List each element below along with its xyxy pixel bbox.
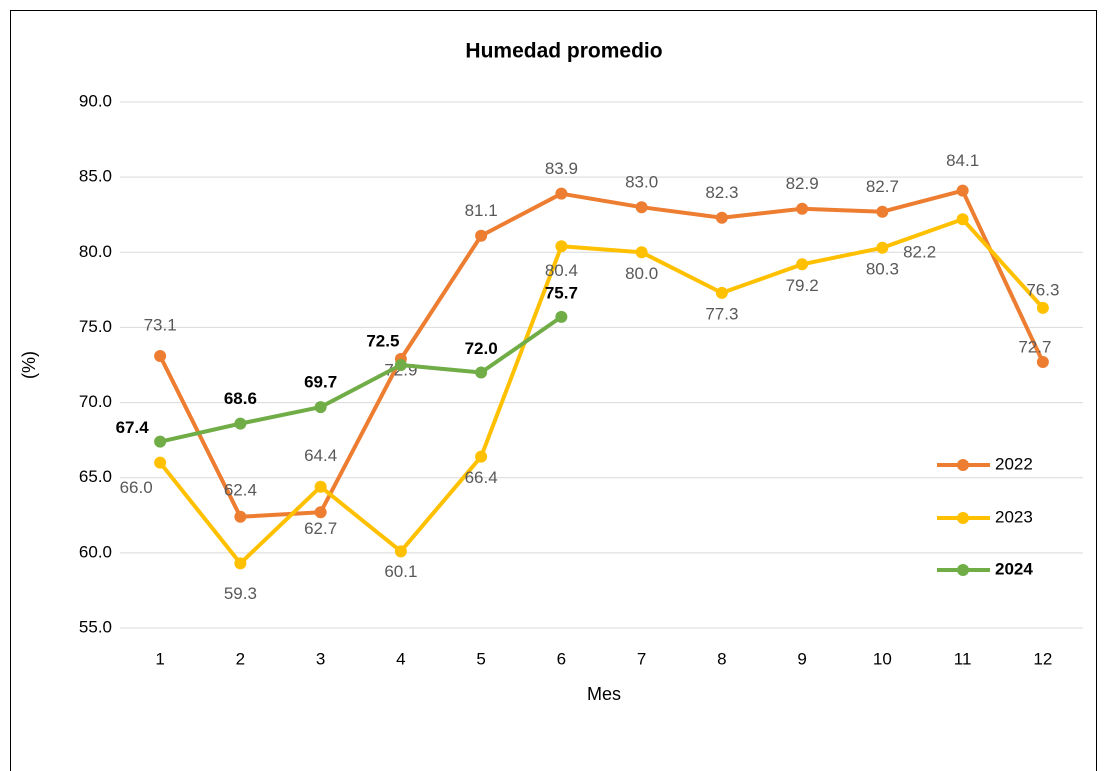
- x-tick-label: 7: [637, 649, 646, 668]
- data-label: 68.6: [224, 389, 257, 408]
- data-point: [635, 246, 648, 259]
- data-point: [154, 435, 167, 448]
- data-label: 80.3: [866, 259, 899, 278]
- legend-marker: [957, 564, 969, 576]
- x-tick-label: 3: [316, 649, 325, 668]
- data-label: 73.1: [144, 315, 177, 334]
- data-label: 62.4: [224, 480, 257, 499]
- data-label: 62.7: [304, 519, 337, 538]
- data-point: [234, 557, 247, 570]
- data-point: [876, 241, 889, 254]
- y-tick-label: 90.0: [79, 91, 112, 110]
- data-label: 80.0: [625, 264, 658, 283]
- data-point: [796, 202, 809, 215]
- data-label: 76.3: [1026, 280, 1059, 299]
- y-axis-label: (%): [19, 351, 39, 379]
- data-point: [314, 401, 327, 414]
- series-line: [158, 188, 1045, 519]
- data-label: 81.1: [465, 201, 498, 220]
- legend-label: 2022: [995, 454, 1033, 473]
- data-label: 83.9: [545, 159, 578, 178]
- data-point: [715, 211, 728, 224]
- data-label: 75.7: [545, 283, 578, 302]
- data-label: 59.3: [224, 584, 257, 603]
- data-point: [876, 205, 889, 218]
- x-tick-label: 12: [1033, 649, 1052, 668]
- y-tick-label: 70.0: [79, 392, 112, 411]
- data-label: 80.4: [545, 261, 578, 280]
- data-label: 82.2: [903, 243, 936, 262]
- x-tick-label: 8: [717, 649, 726, 668]
- data-point: [956, 213, 969, 226]
- y-tick-label: 80.0: [79, 242, 112, 261]
- data-point: [796, 258, 809, 271]
- data-label: 77.3: [705, 304, 738, 323]
- y-tick-label: 65.0: [79, 467, 112, 486]
- data-point: [715, 286, 728, 299]
- data-label: 66.4: [465, 468, 498, 487]
- data-point: [394, 359, 407, 371]
- x-axis-label: Mes: [587, 684, 621, 704]
- data-point: [635, 201, 648, 214]
- data-label: 79.2: [786, 276, 819, 295]
- legend-label: 2024: [995, 559, 1033, 578]
- x-tick-label: 11: [954, 649, 972, 668]
- data-label: 83.0: [625, 173, 658, 192]
- y-tick-label: 85.0: [79, 167, 112, 186]
- data-point: [314, 506, 327, 519]
- x-tick-label: 1: [155, 649, 164, 668]
- data-label: 82.9: [786, 174, 819, 193]
- data-label: 84.1: [946, 151, 979, 170]
- x-tick-label: 2: [236, 649, 245, 668]
- legend-marker: [957, 459, 969, 471]
- chart-title: Humedad promedio: [465, 40, 662, 63]
- y-tick-label: 60.0: [79, 542, 112, 561]
- data-point: [154, 349, 167, 362]
- data-point: [475, 229, 488, 242]
- data-point: [555, 187, 568, 200]
- data-label: 64.4: [304, 446, 337, 465]
- legend-label: 2023: [995, 507, 1033, 526]
- data-label: 66.0: [120, 478, 153, 497]
- data-label: 69.7: [304, 373, 337, 392]
- data-point: [475, 450, 488, 463]
- data-point: [1036, 355, 1049, 368]
- data-label: 82.3: [705, 183, 738, 202]
- data-point: [555, 310, 568, 323]
- x-tick-label: 9: [797, 649, 806, 668]
- data-label: 60.1: [384, 562, 417, 581]
- legend-marker: [957, 512, 969, 524]
- data-label: 72.7: [1018, 337, 1051, 356]
- data-point: [394, 545, 407, 558]
- y-tick-label: 55.0: [79, 617, 112, 636]
- data-point: [1036, 301, 1049, 314]
- series-line: [159, 315, 563, 444]
- series-line: [158, 217, 1045, 566]
- data-label: 82.7: [866, 177, 899, 196]
- x-tick-label: 4: [396, 649, 405, 668]
- data-point: [956, 184, 969, 197]
- x-tick-label: 6: [557, 649, 566, 668]
- x-tick-label: 10: [873, 649, 892, 668]
- data-point: [314, 480, 327, 493]
- y-tick-label: 75.0: [79, 317, 112, 336]
- data-point: [555, 240, 568, 253]
- data-label: 72.5: [366, 331, 399, 350]
- x-tick-label: 5: [476, 649, 485, 668]
- data-point: [154, 456, 167, 469]
- data-point: [234, 417, 247, 430]
- data-label: 67.4: [116, 418, 150, 437]
- chart-frame: [10, 10, 1097, 771]
- data-point: [234, 510, 247, 523]
- data-point: [475, 366, 488, 379]
- data-label: 72.0: [465, 339, 498, 358]
